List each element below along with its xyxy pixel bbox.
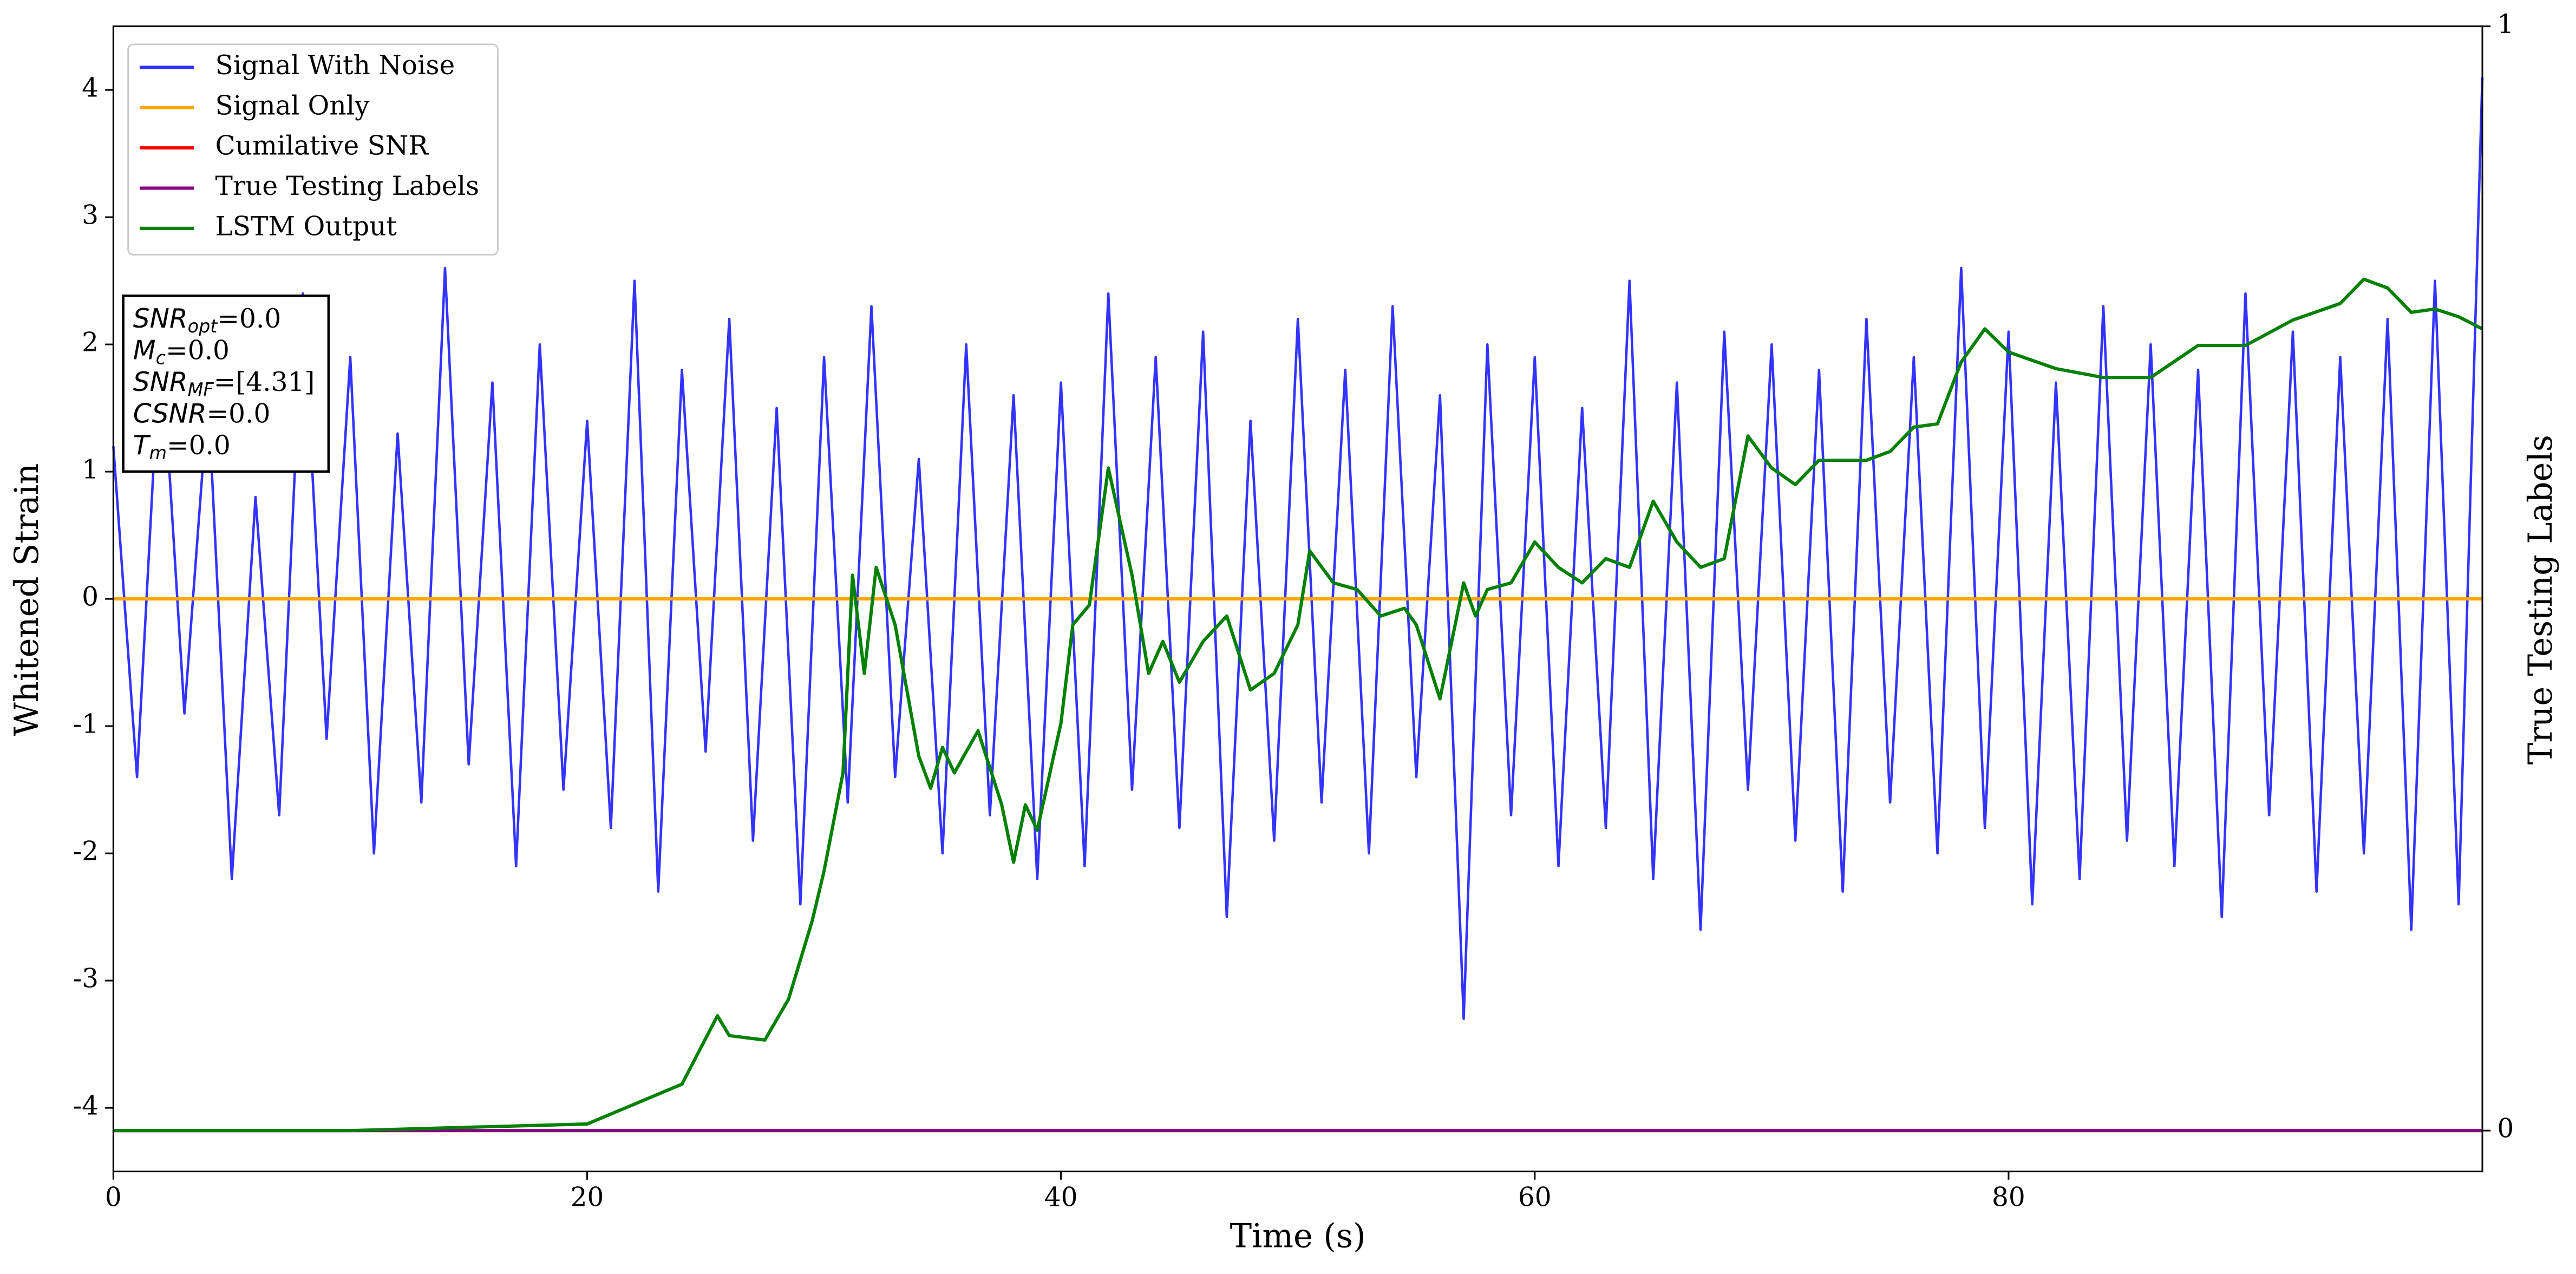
annotation-value: =0.0	[167, 430, 231, 461]
annotation-box: SNRopt=0.0Mc=0.0SNRMF=[4.31]CSNR=0.0Tm=0…	[122, 294, 330, 473]
y2-tick-label: 0	[2497, 1114, 2514, 1144]
annotation-symbol: SNR	[133, 367, 188, 397]
annotation-symbol: CSNR	[133, 398, 207, 429]
annotation-subscript: MF	[188, 379, 214, 400]
y-tick-label: 3	[82, 200, 99, 231]
annotation-value: =[4.31]	[214, 367, 315, 397]
y-tick-label: 0	[82, 582, 99, 612]
annotation-symbol: M	[133, 335, 156, 365]
annotation-value: =0.0	[166, 335, 230, 365]
x-tick-label: 60	[1518, 1182, 1552, 1213]
series-line	[112, 77, 2484, 1020]
annotation-subscript: m	[149, 442, 167, 463]
annotation-frame	[122, 294, 330, 473]
y-tick-label: 2	[82, 328, 99, 358]
y2-axis-label: True Testing Labels	[2522, 435, 2560, 765]
legend-label: Signal Only	[215, 90, 370, 121]
x-axis-label: Time (s)	[1230, 1218, 1366, 1256]
annotation-subscript: c	[156, 347, 166, 368]
legend: Signal With Noise Signal Only Cumilative S…	[127, 43, 499, 256]
plot-area	[112, 77, 2484, 1133]
annotation-text: Tm=0.0	[133, 430, 231, 463]
legend-frame	[127, 43, 499, 256]
annotation-symbol: T	[133, 430, 151, 461]
annotation-text: CSNR=0.0	[133, 398, 271, 429]
legend-label: Cumilative SNR	[215, 131, 429, 161]
y-axis-label: Whitened Strain	[8, 463, 46, 736]
x-tick-label: 80	[1992, 1182, 2025, 1213]
annotation-text: SNRopt=0.0	[133, 303, 281, 336]
series-line	[113, 277, 2483, 1133]
legend-label: LSTM Output	[215, 211, 397, 241]
x-tick-label: 40	[1044, 1182, 1078, 1213]
y-tick-label: -4	[73, 1091, 99, 1121]
y-tick-label: -2	[73, 837, 99, 867]
legend-label: True Testing Labels	[215, 171, 480, 201]
y-tick-label: 1	[82, 455, 99, 485]
y-tick-label: 4	[82, 73, 99, 103]
legend-label: Signal With Noise	[215, 50, 455, 81]
annotation-value: =0.0	[206, 398, 270, 429]
annotation-text: Mc=0.0	[133, 335, 230, 368]
x-tick-label: 20	[571, 1182, 604, 1213]
y2-tick-label: 1	[2497, 9, 2514, 40]
annotation-value: =0.0	[217, 303, 281, 334]
y-tick-label: -3	[73, 964, 99, 994]
annotation-text: SNRMF=[4.31]	[133, 367, 315, 400]
annotation-symbol: SNR	[133, 304, 188, 334]
y-tick-label: -1	[73, 709, 99, 740]
annotation-subscript: opt	[188, 315, 219, 336]
x-tick-label: 0	[105, 1182, 122, 1213]
